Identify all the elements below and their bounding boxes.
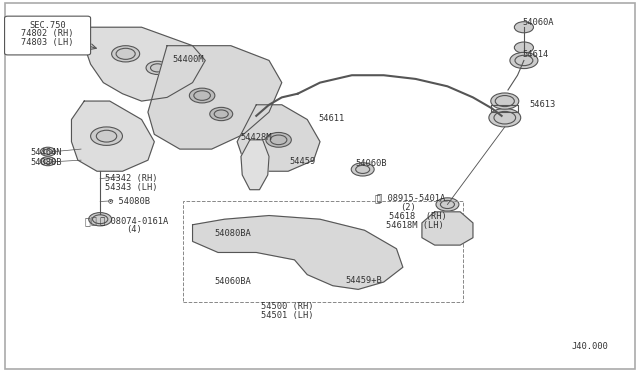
Text: 74803 (LH): 74803 (LH) <box>21 38 74 46</box>
Text: 54080BA: 54080BA <box>215 229 252 238</box>
Polygon shape <box>72 101 154 171</box>
Text: Ⓑ: Ⓑ <box>84 216 90 226</box>
Text: 54500 (RH): 54500 (RH) <box>261 302 314 311</box>
Circle shape <box>355 269 381 284</box>
Text: 54342 (RH): 54342 (RH) <box>104 174 157 183</box>
Circle shape <box>302 257 325 270</box>
Circle shape <box>266 132 291 147</box>
Text: 54400M: 54400M <box>172 55 204 64</box>
Circle shape <box>245 160 265 171</box>
Text: Ⓑ 08074-0161A: Ⓑ 08074-0161A <box>100 216 168 225</box>
Circle shape <box>195 224 223 240</box>
Text: 54501 (LH): 54501 (LH) <box>261 311 314 320</box>
Polygon shape <box>237 105 320 171</box>
Text: 54343 (LH): 54343 (LH) <box>104 183 157 192</box>
Text: (4): (4) <box>125 225 141 234</box>
Text: Ⓜ 08915-5401A: Ⓜ 08915-5401A <box>378 193 445 202</box>
Circle shape <box>111 46 140 62</box>
FancyBboxPatch shape <box>4 16 91 55</box>
Circle shape <box>40 157 56 166</box>
Text: SEC.750: SEC.750 <box>29 21 66 30</box>
Polygon shape <box>84 27 205 101</box>
Circle shape <box>510 52 538 68</box>
Circle shape <box>489 109 521 127</box>
Text: 74802 (RH): 74802 (RH) <box>21 29 74 38</box>
Text: 54060B: 54060B <box>356 159 387 169</box>
Circle shape <box>40 147 56 156</box>
Polygon shape <box>241 140 269 190</box>
Circle shape <box>189 88 215 103</box>
Text: (2): (2) <box>399 203 415 212</box>
Text: 54611: 54611 <box>318 114 344 123</box>
Circle shape <box>491 93 519 109</box>
Circle shape <box>515 22 534 33</box>
Text: 54618  (RH): 54618 (RH) <box>389 212 447 221</box>
Text: ⊙ 54080B: ⊙ 54080B <box>108 197 150 206</box>
Circle shape <box>91 127 122 145</box>
Text: Ⓜ: Ⓜ <box>374 193 380 203</box>
Text: J40.000: J40.000 <box>572 342 609 351</box>
Polygon shape <box>422 212 473 245</box>
Circle shape <box>436 222 459 235</box>
Text: 54459: 54459 <box>289 157 316 166</box>
Text: 54459+B: 54459+B <box>346 276 382 285</box>
Circle shape <box>89 212 111 226</box>
Polygon shape <box>193 215 403 289</box>
Polygon shape <box>148 46 282 149</box>
Circle shape <box>146 61 169 74</box>
Circle shape <box>210 108 233 121</box>
Circle shape <box>436 198 459 211</box>
Text: 54614: 54614 <box>523 51 549 60</box>
Text: 54080B: 54080B <box>30 157 61 167</box>
FancyBboxPatch shape <box>4 3 636 369</box>
Circle shape <box>515 42 534 53</box>
Text: 54618M (LH): 54618M (LH) <box>387 221 444 230</box>
Text: 54464N: 54464N <box>30 148 61 157</box>
Circle shape <box>351 163 374 176</box>
Text: Ⓑ: Ⓑ <box>91 215 97 225</box>
Text: 54428M: 54428M <box>241 133 272 142</box>
Text: 54060BA: 54060BA <box>215 278 252 286</box>
Text: 54060A: 54060A <box>523 18 554 27</box>
Text: 54613: 54613 <box>529 100 556 109</box>
